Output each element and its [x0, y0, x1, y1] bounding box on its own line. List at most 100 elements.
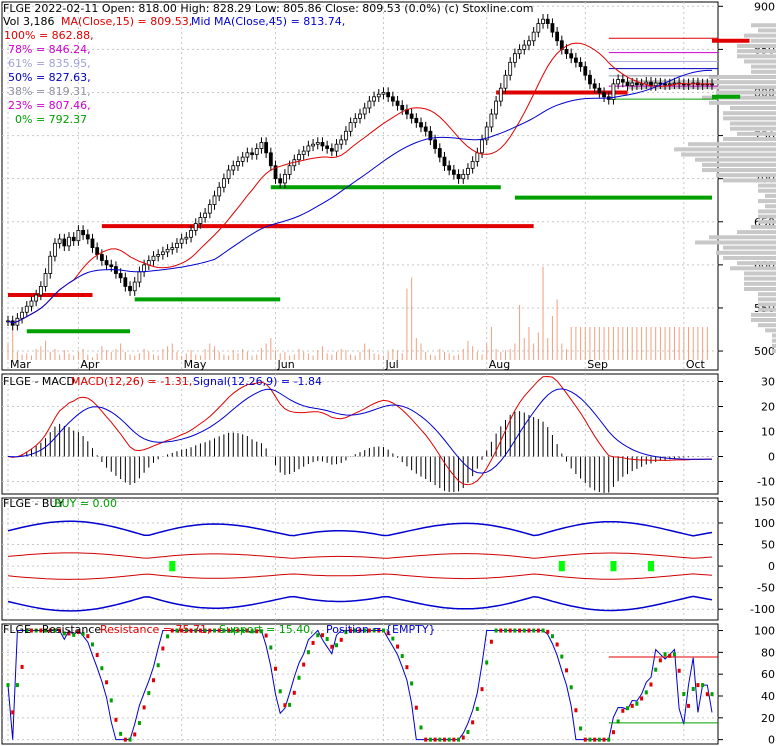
candle-body — [372, 96, 376, 102]
stoch-step — [274, 666, 278, 671]
price-panel: 900850800750700650600550500MarAprMayJunJ… — [1, 0, 776, 371]
volume-profile-bar — [765, 193, 776, 198]
stoch-step — [114, 717, 118, 722]
stoch-step — [227, 628, 231, 633]
volume-profile-bar — [758, 28, 776, 33]
candle-body — [62, 238, 67, 247]
stoch-step — [541, 628, 545, 633]
fib-label-50: 50% = 827.63, — [8, 71, 91, 84]
candle-body — [541, 18, 545, 24]
buy-signal-marker — [610, 560, 617, 572]
y-tick-label: 150 — [754, 495, 775, 508]
candle-body — [583, 66, 588, 76]
candle-body — [95, 247, 100, 255]
candle-body — [390, 96, 395, 102]
y-tick-label: 100 — [754, 517, 775, 530]
stoch-step — [156, 663, 160, 668]
candle-body — [550, 23, 555, 33]
candle-body — [353, 117, 358, 124]
stoch-step — [513, 628, 517, 633]
candle-body — [165, 248, 170, 253]
stoch-step — [593, 737, 597, 742]
candle-body — [536, 23, 541, 33]
candle-body — [667, 83, 672, 86]
candle-body — [635, 82, 639, 86]
stoch-step — [166, 634, 170, 639]
stoch-step — [208, 628, 212, 633]
volume-profile-bar — [716, 173, 776, 178]
candle-body — [179, 238, 184, 244]
stoch-step — [372, 628, 376, 633]
stoch-step — [189, 628, 193, 633]
candle-body — [315, 142, 320, 145]
fib-label-61: 61% = 835.95, — [8, 57, 91, 70]
stoch-step — [457, 737, 461, 742]
stoch-step — [335, 643, 339, 648]
y-tick-label: 20 — [761, 712, 775, 725]
candle-body — [325, 145, 330, 149]
volume-profile-bar — [737, 43, 776, 48]
stoch-step — [137, 721, 141, 726]
stoch-step — [508, 628, 512, 633]
stoch-step — [522, 628, 526, 633]
stoch-step — [231, 628, 235, 633]
stoch-step — [358, 628, 362, 633]
fib-label-0: 0% = 792.37 — [15, 113, 87, 126]
candle-body — [663, 83, 667, 86]
volume-profile-bar — [758, 214, 776, 219]
y-tick-label: 500 — [754, 345, 775, 358]
stoch-step — [363, 628, 367, 633]
volume-profile-bar — [737, 230, 776, 235]
stoch-step — [518, 628, 522, 633]
candle-body — [616, 79, 621, 85]
stoch-step — [86, 634, 90, 639]
x-tick-label: Sep — [587, 358, 608, 371]
candle-body — [160, 251, 165, 255]
fib-label-100: 100% = 862.88, — [4, 29, 94, 42]
y-tick-label: 900 — [754, 0, 775, 13]
candle-body — [311, 143, 315, 147]
candle-body — [508, 61, 513, 76]
stoch-step — [170, 628, 174, 633]
volume-profile-bar — [758, 323, 776, 328]
stoch-step — [410, 681, 414, 686]
buy-title: FLGE - BUY — [3, 497, 64, 510]
stoch-step — [546, 629, 550, 634]
candle-body — [142, 264, 147, 273]
ma45-label: Mid MA(Close,45) = 813.74, — [191, 15, 345, 28]
y-tick-label: 60 — [761, 668, 775, 681]
volume-profile-bar — [758, 209, 776, 214]
stoch-step — [672, 652, 676, 657]
volume-profile-bar — [723, 137, 776, 142]
volume-profile-bar — [765, 204, 776, 209]
buy-signal-marker — [169, 560, 176, 572]
candle-body — [630, 82, 635, 86]
candle-body — [156, 254, 161, 257]
candle-body — [620, 79, 625, 83]
candle-body — [132, 281, 137, 292]
stoch-step — [400, 654, 404, 659]
candle-body — [569, 53, 574, 59]
stoch-step — [278, 689, 282, 694]
candle-body — [447, 165, 452, 171]
candle-body — [588, 74, 592, 85]
volume-profile-bar — [716, 250, 776, 255]
candle-body — [545, 18, 550, 24]
candle-body — [395, 100, 400, 106]
support-legend: Support = 15.40, — [219, 623, 314, 636]
y-tick-label: 10 — [761, 426, 775, 439]
stoch-step — [58, 628, 62, 633]
candle-body — [442, 156, 447, 167]
volume-profile-bar — [744, 33, 776, 38]
stoch-step — [15, 683, 19, 688]
candle-body — [283, 173, 287, 184]
volume-profile-bar — [751, 312, 776, 317]
stoch-step — [213, 628, 217, 633]
stoch-step — [536, 628, 540, 633]
stoch-step — [236, 628, 240, 633]
candle-body — [494, 100, 499, 115]
volume-profile-bar — [709, 100, 776, 105]
candle-body — [602, 92, 606, 98]
y-tick-label: 30 — [761, 376, 775, 389]
volume-profile-bar — [744, 281, 776, 286]
